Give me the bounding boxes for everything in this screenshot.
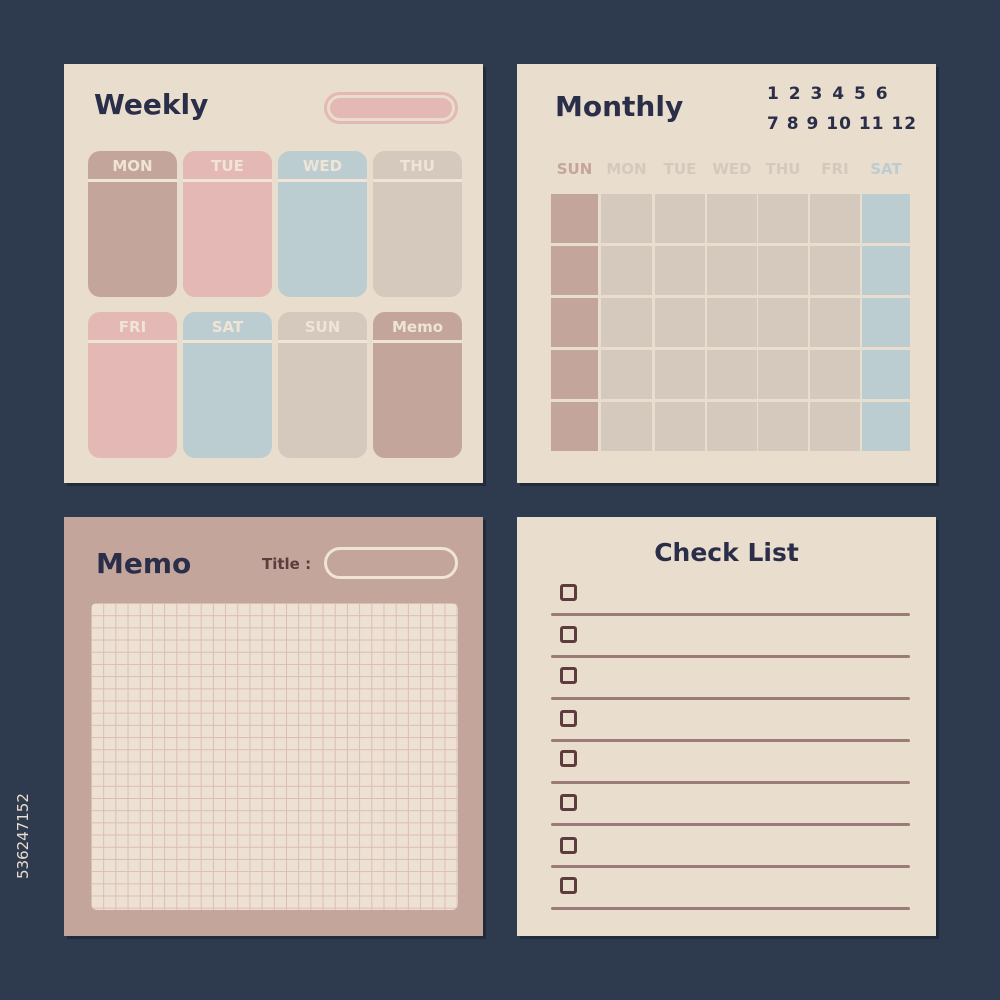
weekly-title: Weekly [94, 88, 209, 121]
calendar-cell[interactable] [551, 402, 598, 451]
checkbox[interactable] [560, 837, 577, 854]
day-label: TUE [211, 157, 244, 175]
checkbox[interactable] [560, 710, 577, 727]
calendar-cell[interactable] [655, 402, 705, 451]
checklist-line [551, 739, 910, 742]
checklist-card [517, 517, 936, 936]
divider [373, 340, 462, 343]
day-label: MON [112, 157, 153, 175]
calendar-cell[interactable] [862, 350, 910, 399]
checklist-title: Check List [654, 538, 799, 567]
memo-grid-area[interactable] [91, 603, 458, 910]
calendar-cell[interactable] [655, 246, 705, 295]
weekday-mon: MON [606, 160, 647, 178]
day-box-sun[interactable]: SUN [278, 312, 367, 458]
day-label: SAT [211, 318, 244, 336]
divider [278, 340, 367, 343]
calendar-cell[interactable] [810, 350, 860, 399]
day-box-thu[interactable]: THU [373, 151, 462, 297]
memo-card: Memo Title : [64, 517, 483, 936]
checklist-line [551, 907, 910, 910]
weekday-thu: THU [765, 160, 801, 178]
day-label: SUN [304, 318, 341, 336]
divider [88, 340, 177, 343]
calendar-cell[interactable] [551, 194, 598, 243]
weekday-sat: SAT [870, 160, 902, 178]
monthly-planner-card: Monthly 1 2 3 4 5 6 7 8 9 10 11 12 SUN MO… [517, 64, 936, 483]
calendar-cell[interactable] [707, 298, 757, 347]
checklist-line [551, 613, 910, 616]
monthly-title: Monthly [555, 90, 684, 123]
day-label: FRI [118, 318, 147, 336]
calendar-cell[interactable] [758, 194, 808, 243]
month-numbers-row2: 7 8 9 10 11 12 [767, 114, 918, 134]
memo-title-field[interactable] [324, 547, 458, 579]
checkbox[interactable] [560, 584, 577, 601]
checkbox[interactable] [560, 877, 577, 894]
day-box-sat[interactable]: SAT [183, 312, 272, 458]
calendar-cell[interactable] [758, 298, 808, 347]
stock-id: 536247152 [14, 793, 32, 879]
checkbox[interactable] [560, 794, 577, 811]
weekday-fri: FRI [821, 160, 849, 178]
month-numbers-row1: 1 2 3 4 5 6 [767, 84, 889, 104]
weekday-wed: WED [712, 160, 752, 178]
calendar-cell[interactable] [601, 194, 652, 243]
calendar-cell[interactable] [601, 350, 652, 399]
calendar-cell[interactable] [655, 194, 705, 243]
calendar-cell[interactable] [551, 350, 598, 399]
day-box-mon[interactable]: MON [88, 151, 177, 297]
calendar-cell[interactable] [758, 350, 808, 399]
divider [373, 179, 462, 182]
divider [278, 179, 367, 182]
calendar-cell[interactable] [655, 298, 705, 347]
checkbox[interactable] [560, 750, 577, 767]
memo-title-label: Title : [262, 555, 312, 573]
calendar-cell[interactable] [707, 246, 757, 295]
calendar-cell[interactable] [601, 246, 652, 295]
day-box-memo[interactable]: Memo [373, 312, 462, 458]
checkbox[interactable] [560, 667, 577, 684]
divider [183, 340, 272, 343]
divider [183, 179, 272, 182]
day-box-tue[interactable]: TUE [183, 151, 272, 297]
calendar-cell[interactable] [810, 246, 860, 295]
day-box-wed[interactable]: WED [278, 151, 367, 297]
calendar-cell[interactable] [707, 402, 757, 451]
weekday-tue: TUE [663, 160, 697, 178]
calendar-cell[interactable] [862, 246, 910, 295]
calendar-cell[interactable] [707, 350, 757, 399]
calendar-cell[interactable] [601, 402, 652, 451]
checklist-line [551, 655, 910, 658]
day-label: THU [400, 157, 435, 175]
day-box-fri[interactable]: FRI [88, 312, 177, 458]
calendar-cell[interactable] [810, 194, 860, 243]
day-label: Memo [391, 318, 444, 336]
weekly-planner-card: Weekly MON TUE WED THU FRI SAT SUN Memo [64, 64, 483, 483]
calendar-cell[interactable] [862, 194, 910, 243]
weekday-sun: SUN [556, 160, 593, 178]
day-label: WED [302, 157, 343, 175]
checklist-line [551, 781, 910, 784]
weekly-title-field[interactable] [324, 92, 458, 124]
calendar-cell[interactable] [810, 298, 860, 347]
calendar-cell[interactable] [601, 298, 652, 347]
calendar-cell[interactable] [862, 402, 910, 451]
checkbox[interactable] [560, 626, 577, 643]
calendar-cell[interactable] [551, 246, 598, 295]
checklist-line [551, 865, 910, 868]
calendar-cell[interactable] [810, 402, 860, 451]
calendar-cell[interactable] [758, 246, 808, 295]
calendar-cell[interactable] [707, 194, 757, 243]
checklist-line [551, 823, 910, 826]
calendar-cell[interactable] [655, 350, 705, 399]
calendar-cell[interactable] [862, 298, 910, 347]
checklist-line [551, 697, 910, 700]
divider [88, 179, 177, 182]
calendar-cell[interactable] [551, 298, 598, 347]
calendar-cell[interactable] [758, 402, 808, 451]
memo-title: Memo [96, 547, 192, 580]
